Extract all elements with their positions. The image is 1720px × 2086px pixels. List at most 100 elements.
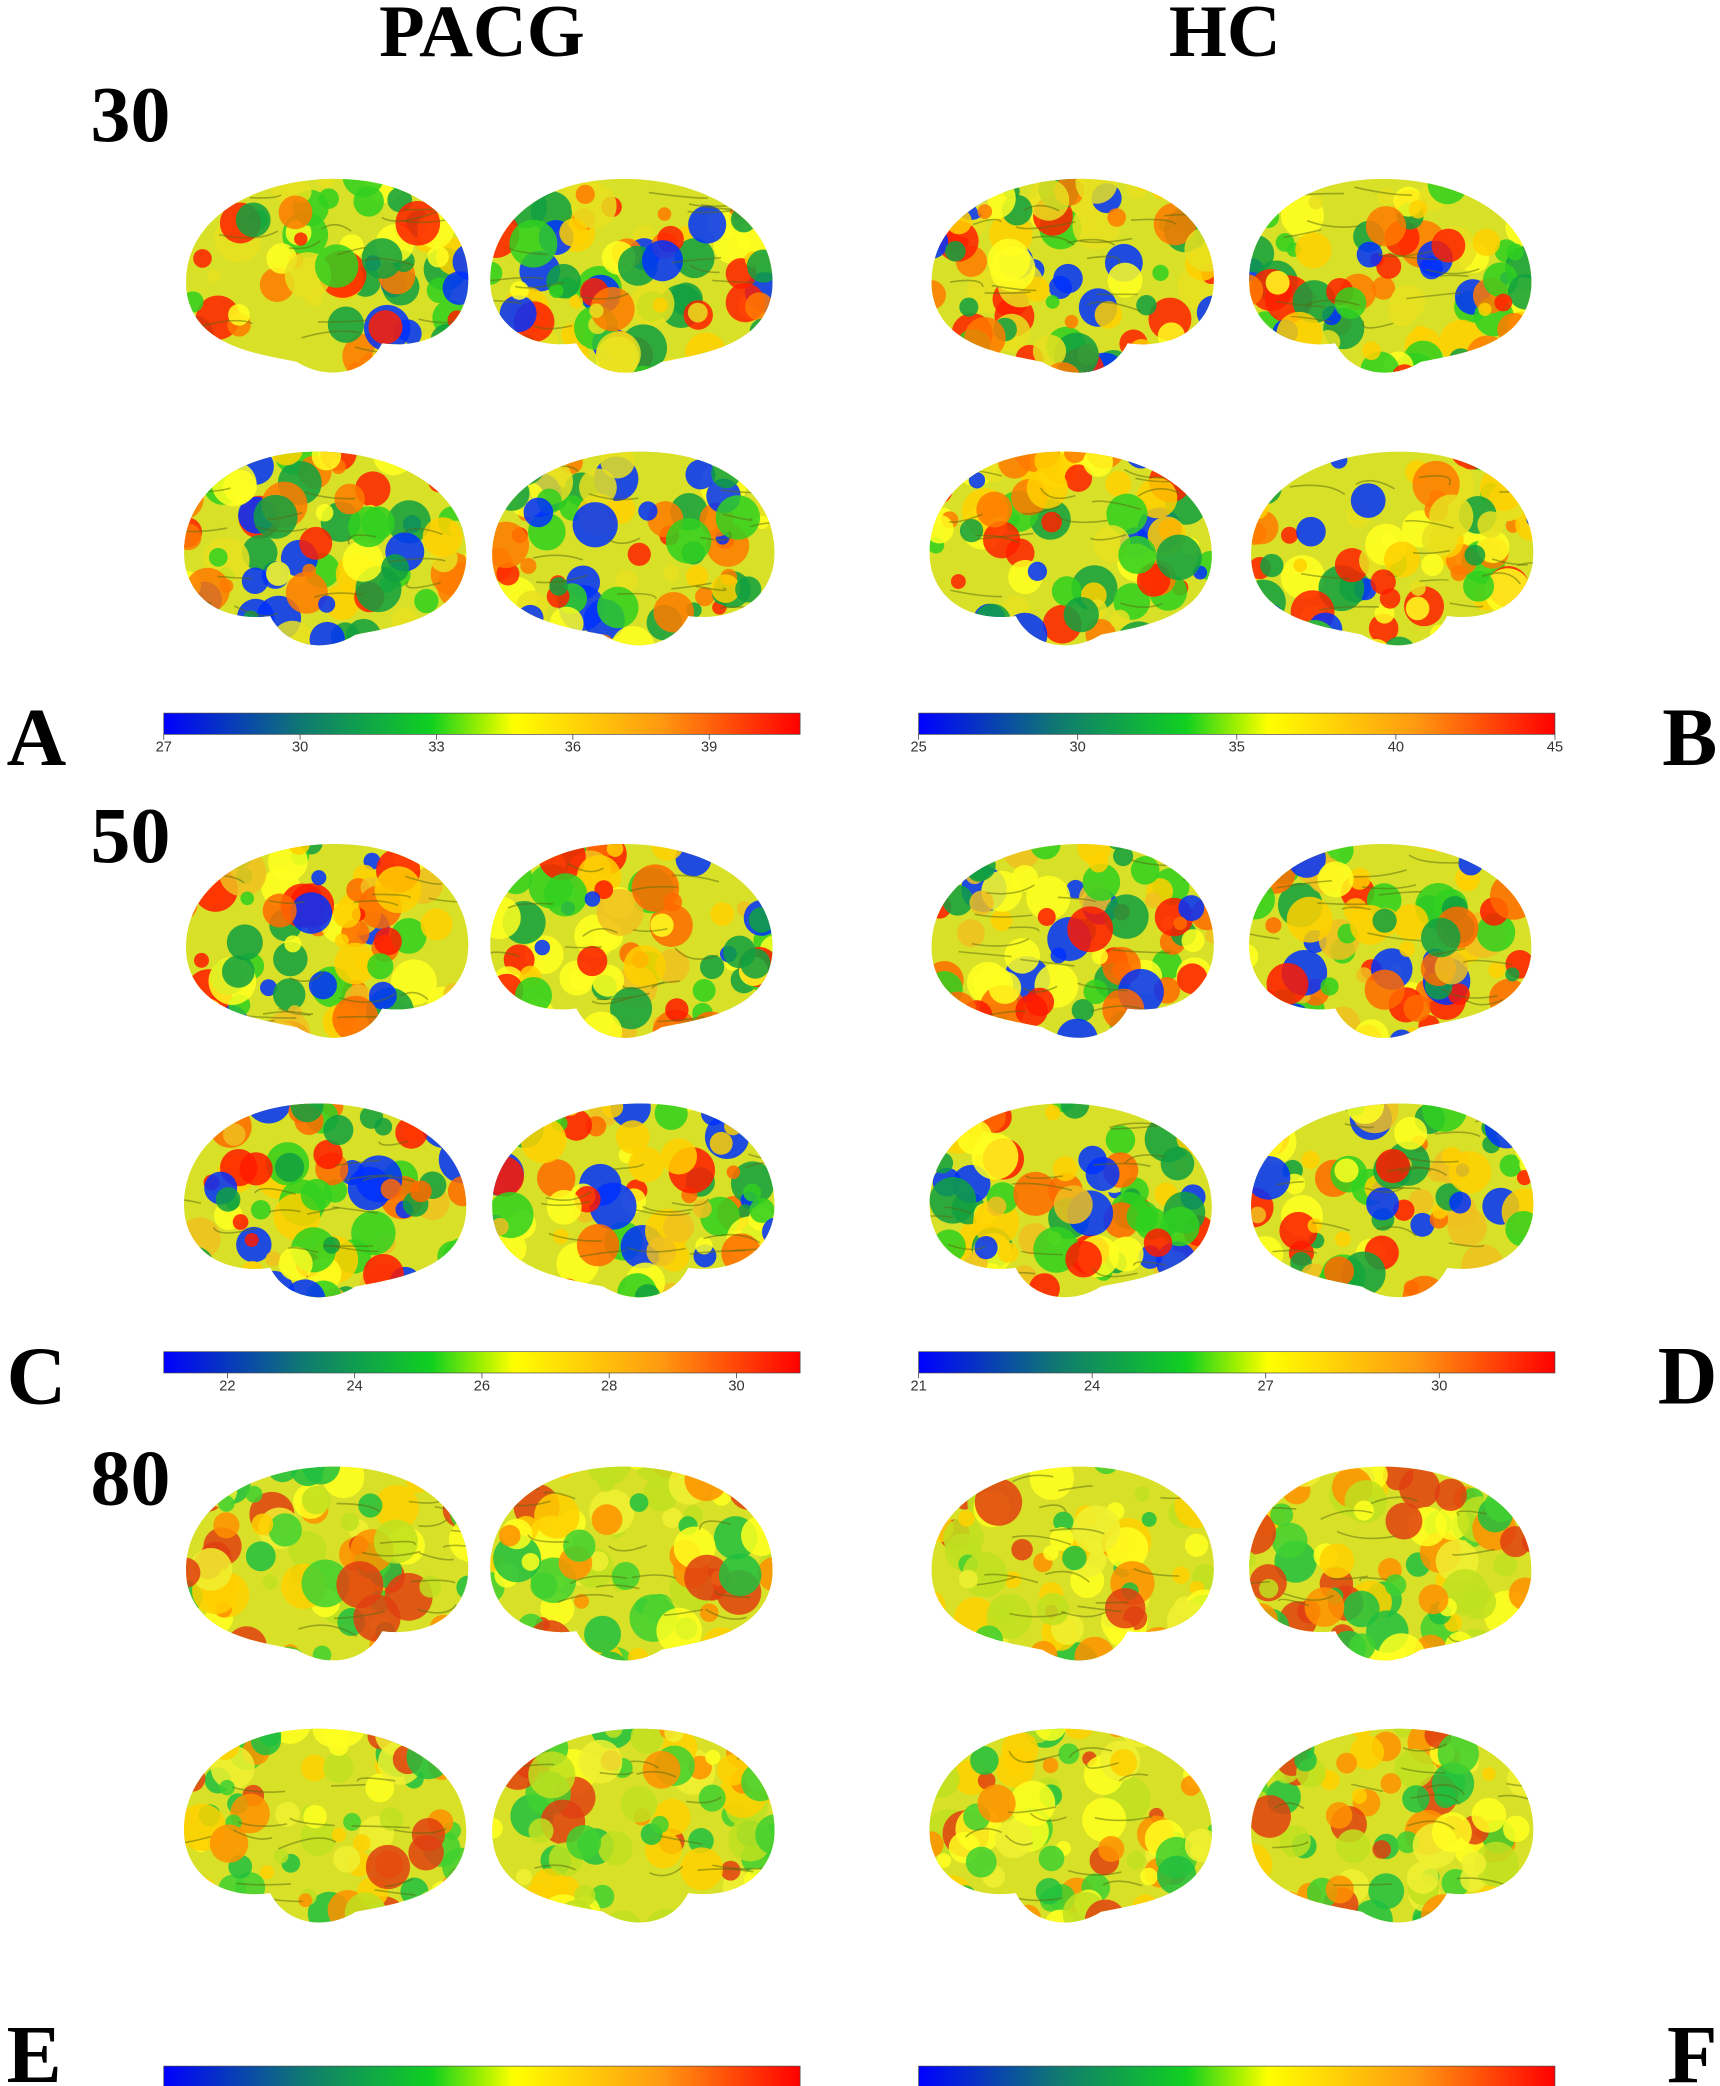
brain-blob <box>1437 1732 1479 1775</box>
brain-blob <box>1496 363 1532 373</box>
brain-blob <box>560 1109 593 1141</box>
brain-blob <box>736 1021 771 1038</box>
brain-blob <box>1418 1584 1449 1615</box>
brain-blob <box>311 451 342 471</box>
brain-blob <box>218 1495 235 1512</box>
brain-sulcus <box>632 927 668 933</box>
column-header: HC <box>1169 0 1281 73</box>
brain-blob <box>440 599 467 644</box>
brain-blob <box>1336 1829 1371 1864</box>
brain-blob <box>1427 178 1468 205</box>
brain-blob <box>226 924 263 961</box>
brain-blob <box>1410 580 1426 596</box>
brain-blob <box>1500 1526 1532 1558</box>
brain-blob <box>745 292 773 321</box>
brain-sulcus <box>1012 1182 1073 1192</box>
brain-blob <box>1336 1752 1358 1774</box>
brain-blob <box>1382 636 1417 646</box>
brain-sulcus <box>1077 982 1128 992</box>
brain-sulcus <box>1272 1840 1309 1849</box>
brain-blob <box>1434 1478 1467 1511</box>
brain-blob <box>1279 1633 1311 1661</box>
brain-sulcus <box>1462 959 1512 966</box>
brain-blob <box>1394 1748 1434 1789</box>
brain-blob <box>931 200 935 216</box>
row-label: 30 <box>91 71 171 159</box>
colorbar <box>163 1351 801 1374</box>
brain-blob <box>1526 512 1534 527</box>
brain-blob <box>1320 977 1339 996</box>
colorbar-tick-label: 25 <box>910 740 926 756</box>
brain-blob <box>333 1845 361 1873</box>
brain-blob <box>1484 1104 1530 1149</box>
panel-letter: F <box>1667 2008 1717 2086</box>
brain-blob <box>1004 938 1041 974</box>
brain-blob <box>1107 844 1128 850</box>
brain-sulcus <box>700 531 732 541</box>
brain-sulcus <box>950 279 984 288</box>
brain-blob <box>500 1103 538 1140</box>
brain-blob <box>759 1245 775 1277</box>
brain-blob <box>202 848 226 871</box>
brain-blob <box>1249 1603 1279 1639</box>
brain-blob <box>1372 1840 1392 1859</box>
brain-blob <box>1516 1170 1533 1186</box>
brain-sulcus <box>1112 949 1170 954</box>
brain-blob <box>1192 1616 1214 1640</box>
brain-blob <box>342 540 384 582</box>
brain-blob <box>953 1905 989 1923</box>
brain-blob <box>1285 1285 1301 1298</box>
brain-surface <box>1249 1466 1532 1661</box>
brain-blob <box>615 1120 650 1154</box>
brain-blob <box>229 1905 262 1923</box>
brain-blob <box>737 1204 753 1219</box>
brain-blob <box>429 1614 458 1643</box>
brain-blob <box>642 1750 681 1789</box>
brain-sulcus <box>579 292 629 300</box>
brain-blob <box>569 344 590 365</box>
brain-blob <box>698 1784 726 1812</box>
brain-texture <box>1249 1466 1532 1661</box>
brain-sulcus <box>1354 186 1412 196</box>
brain-blob <box>1083 451 1114 477</box>
brain-blob <box>184 1103 210 1136</box>
brain-blob <box>534 1028 554 1038</box>
brain-sulcus <box>1068 1747 1113 1759</box>
brain-blob <box>1508 274 1532 310</box>
brain-blob <box>259 1728 282 1747</box>
brain-sulcus <box>1276 1181 1305 1186</box>
brain-blob <box>709 1131 733 1155</box>
brain-sulcus <box>184 1198 202 1204</box>
brain-texture <box>186 178 469 373</box>
brain-blob <box>490 1635 512 1661</box>
brain-sulcus <box>1067 1869 1122 1876</box>
brain-blob <box>1154 1728 1182 1745</box>
brain-blob <box>1122 630 1146 646</box>
brain-blob <box>1366 1187 1399 1221</box>
brain-blob <box>447 844 469 865</box>
brain-surface <box>929 1103 1212 1298</box>
brain-blob <box>598 1475 615 1492</box>
brain-blob <box>1060 1103 1090 1119</box>
brain-sulcus <box>331 1783 366 1787</box>
brain-blob <box>1174 1484 1214 1529</box>
brain-blob <box>740 948 771 979</box>
brain-blob <box>1514 451 1534 466</box>
brain-blob <box>941 1007 956 1022</box>
brain-sulcus <box>1086 301 1141 312</box>
brain-blob <box>202 461 224 484</box>
brain-blob <box>204 451 228 468</box>
brain-blob <box>379 1807 404 1831</box>
brain-blob <box>1134 1728 1159 1744</box>
brain-blob <box>770 1768 775 1785</box>
brain-texture <box>492 1103 775 1298</box>
brain-sulcus <box>756 1890 775 1900</box>
brain-blob <box>221 955 255 988</box>
brain-blob <box>1126 1851 1146 1870</box>
brain-blob <box>452 243 469 281</box>
colorbar-tick-label: 28 <box>601 1378 617 1394</box>
brain-surface <box>492 1103 775 1298</box>
brain-blob <box>298 1893 313 1908</box>
brain-blob <box>600 451 635 479</box>
brain-blob <box>1187 596 1212 630</box>
